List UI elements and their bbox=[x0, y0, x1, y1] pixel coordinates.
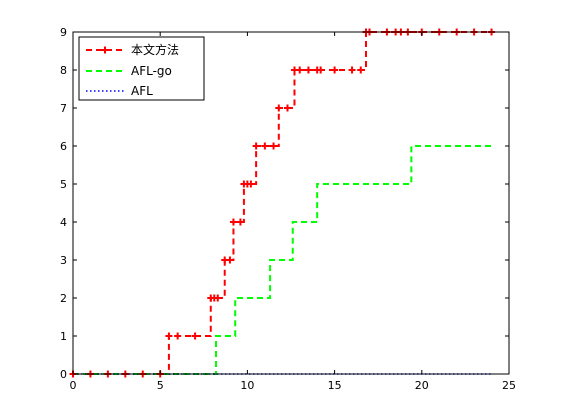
data-point-series-1 bbox=[304, 66, 312, 74]
data-point-series-1 bbox=[284, 104, 292, 112]
y-tick-label: 0 bbox=[60, 368, 67, 381]
x-tick-label: 25 bbox=[502, 379, 516, 392]
legend-marker-plus bbox=[101, 46, 109, 54]
legend-label-series-1: 本文方法 bbox=[131, 42, 179, 57]
data-point-series-1 bbox=[226, 256, 234, 264]
y-tick-label: 1 bbox=[60, 330, 67, 343]
y-tick-label: 3 bbox=[60, 254, 67, 267]
y-tick-label: 5 bbox=[60, 178, 67, 191]
data-point-series-1 bbox=[191, 332, 199, 340]
data-point-series-1 bbox=[296, 66, 304, 74]
x-tick-label: 15 bbox=[328, 379, 342, 392]
y-tick-label: 6 bbox=[60, 140, 67, 153]
legend-box bbox=[78, 36, 205, 101]
legend: 本文方法 AFL-go AFL bbox=[78, 36, 205, 101]
y-tick-label: 9 bbox=[60, 26, 67, 39]
y-tick-label: 8 bbox=[60, 64, 67, 77]
x-tick-label: 10 bbox=[240, 379, 254, 392]
legend-label-series-2: AFL-go bbox=[131, 64, 172, 78]
data-point-series-1 bbox=[331, 66, 339, 74]
series-line-1 bbox=[73, 31, 492, 375]
x-tick-label: 5 bbox=[157, 379, 164, 392]
data-point-series-1 bbox=[247, 180, 255, 188]
data-point-series-1 bbox=[317, 66, 325, 74]
series-line-2 bbox=[73, 145, 492, 375]
data-point-series-1 bbox=[348, 66, 356, 74]
data-point-series-1 bbox=[236, 218, 244, 226]
data-point-series-1 bbox=[275, 104, 283, 112]
data-point-series-1 bbox=[214, 294, 222, 302]
data-point-series-1 bbox=[252, 142, 260, 150]
y-tick-label: 7 bbox=[60, 102, 67, 115]
x-tick-label: 0 bbox=[70, 379, 77, 392]
data-point-series-1 bbox=[229, 218, 237, 226]
data-point-series-1 bbox=[261, 142, 269, 150]
plot-frame bbox=[72, 31, 510, 375]
legend-marker-series-1 bbox=[101, 46, 109, 54]
data-point-series-1 bbox=[165, 332, 173, 340]
data-point-series-1 bbox=[357, 66, 365, 74]
data-point-series-1 bbox=[270, 142, 278, 150]
x-tick-label: 20 bbox=[415, 379, 429, 392]
ticks-layer: 0 5 10 15 20 25 0 1 2 3 4 5 6 7 8 9 bbox=[60, 26, 516, 392]
legend-label-series-3: AFL bbox=[131, 84, 153, 98]
y-tick-label: 4 bbox=[60, 216, 67, 229]
y-tick-label: 2 bbox=[60, 292, 67, 305]
data-point-series-1 bbox=[174, 332, 182, 340]
